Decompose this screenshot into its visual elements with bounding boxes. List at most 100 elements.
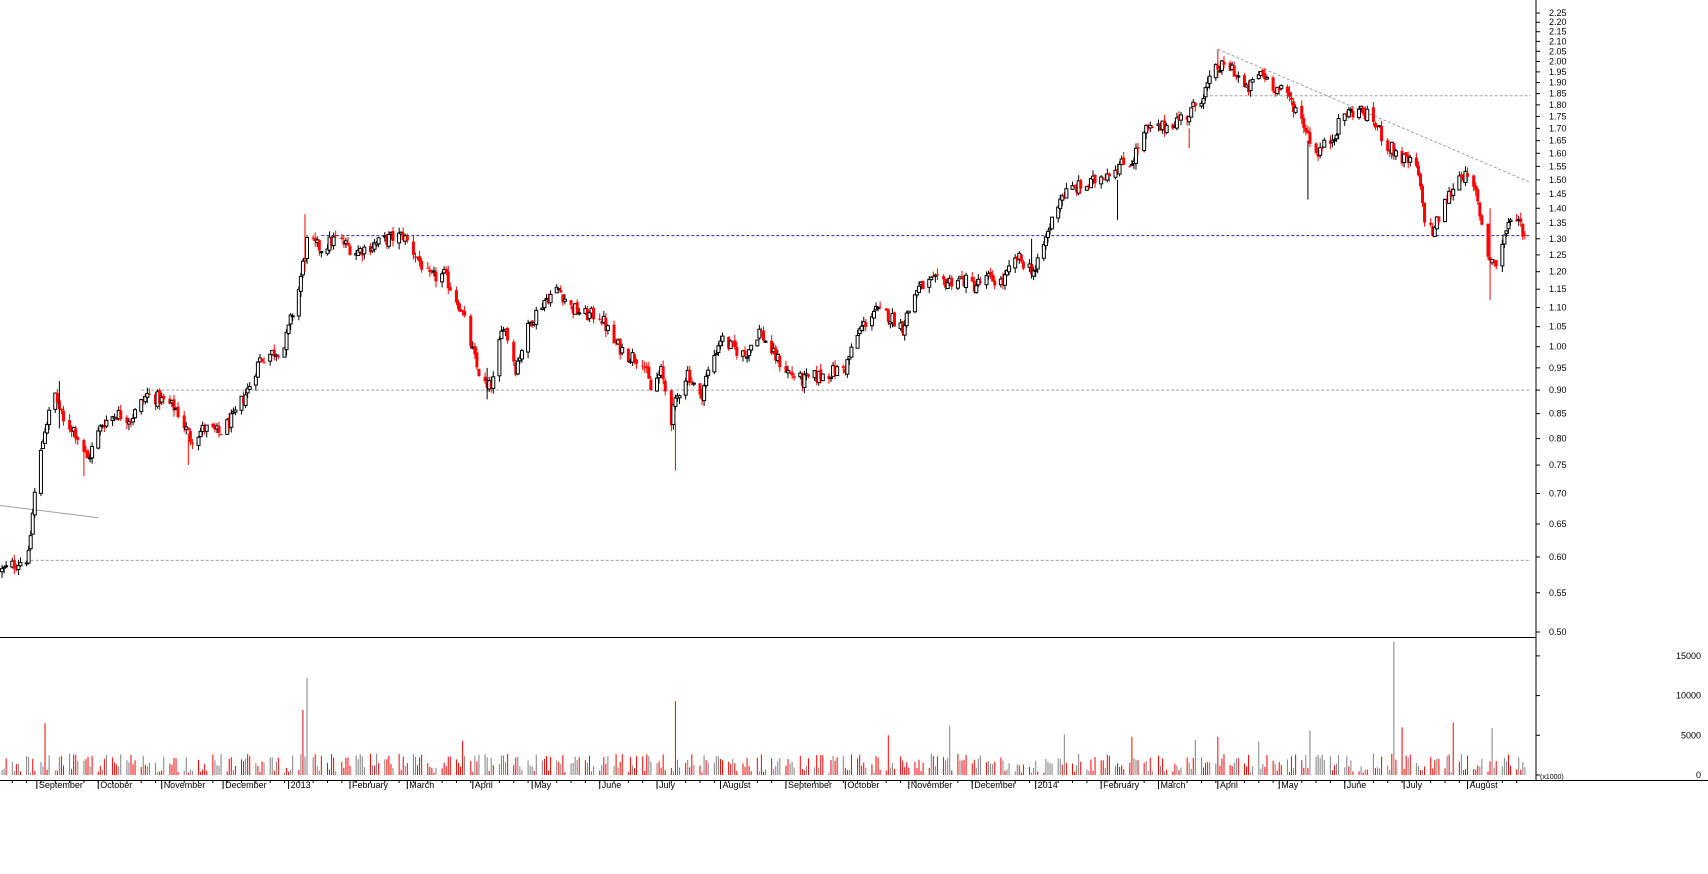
candle-body-up xyxy=(1264,76,1269,80)
candle-body-down xyxy=(1306,130,1310,134)
candle-body-up xyxy=(229,413,234,428)
candle-body-up xyxy=(1248,79,1253,92)
candle-body-up xyxy=(198,430,203,438)
month-label: October xyxy=(100,780,132,790)
candle-body-down xyxy=(1150,127,1154,129)
price-tick-label: 2.00 xyxy=(1549,56,1567,66)
candle-body-up xyxy=(655,377,660,392)
month-label: April xyxy=(475,780,493,790)
candle-body-up xyxy=(2,566,7,569)
candle-body-down xyxy=(1302,118,1306,128)
price-tick-label: 1.55 xyxy=(1549,161,1567,171)
candle-body-down xyxy=(1363,112,1367,120)
candle-body-up xyxy=(1443,198,1448,223)
candle-body-up xyxy=(343,240,348,244)
price-tick-label: 0.95 xyxy=(1549,363,1567,373)
candle-body-down xyxy=(188,431,192,443)
candle-body-up xyxy=(1058,198,1063,210)
candle-body-up xyxy=(372,242,377,250)
candle-body-down xyxy=(55,393,59,403)
candle-body-up xyxy=(243,394,248,406)
candle-body-down xyxy=(892,312,896,327)
candle-body-up xyxy=(677,395,682,399)
candle-body-up xyxy=(1506,222,1511,230)
candle-body-down xyxy=(792,376,796,378)
candle-body-down xyxy=(1480,215,1484,225)
candle-body-up xyxy=(1213,64,1218,79)
candle-body-up xyxy=(577,312,582,315)
candle-body-down xyxy=(1361,107,1365,114)
candle-body-down xyxy=(1461,175,1465,181)
candle-body-up xyxy=(1113,169,1118,178)
candle-body-down xyxy=(102,425,106,428)
price-tick-label: 1.25 xyxy=(1549,250,1567,260)
candle-body-down xyxy=(1122,157,1126,165)
candle-body-down xyxy=(227,417,231,429)
candle-body-up xyxy=(1142,132,1147,152)
candle-body-down xyxy=(633,354,637,362)
date-axis: September October November December 2013 Febr… xyxy=(11,780,1518,790)
candle-body-down xyxy=(242,397,246,404)
candle-body-down xyxy=(162,395,166,400)
candle-body-up xyxy=(1189,107,1194,118)
candle-body-up xyxy=(869,316,874,327)
month-label: May xyxy=(1281,780,1299,790)
candle-body-down xyxy=(843,368,847,373)
volume-bars xyxy=(1,641,1526,775)
candle-body-up xyxy=(1164,124,1169,134)
candles xyxy=(0,49,1527,578)
candle-body-down xyxy=(473,346,477,355)
candle-body-up xyxy=(671,404,676,426)
candle-body-down xyxy=(489,382,493,389)
candle-body-down xyxy=(1423,202,1427,223)
candle-body-down xyxy=(459,309,463,312)
month-label: March xyxy=(1160,780,1185,790)
candle-body-up xyxy=(499,330,504,340)
candle-body-up xyxy=(1031,270,1036,277)
candle-body-down xyxy=(1093,174,1097,184)
price-tick-label: 1.90 xyxy=(1549,78,1567,88)
candle-body-up xyxy=(605,325,610,331)
candle-body-down xyxy=(182,415,186,429)
candle-body-down xyxy=(385,234,389,245)
month-label: September xyxy=(39,780,83,790)
candle-body-up xyxy=(1207,75,1212,85)
candle-body-up xyxy=(1434,216,1439,230)
candle-body-down xyxy=(1388,149,1392,152)
candle-body-up xyxy=(1500,243,1505,267)
candle-body-up xyxy=(1013,257,1018,269)
candle-body-up xyxy=(548,293,553,304)
candle-body-up xyxy=(245,387,250,394)
candle-body-down xyxy=(158,390,162,405)
candle-body-up xyxy=(1365,108,1370,122)
candle-body-up xyxy=(4,565,9,568)
candle-body-up xyxy=(802,373,807,389)
candle-body-up xyxy=(704,375,709,387)
candle-body-up xyxy=(1117,163,1122,175)
candle-body-up xyxy=(133,409,138,419)
candle-body-down xyxy=(416,256,420,259)
candle-body-down xyxy=(401,232,405,241)
candle-body-down xyxy=(1371,107,1375,122)
candle-body-up xyxy=(28,535,33,550)
candle-body-up xyxy=(1336,117,1341,135)
candle-body-up xyxy=(104,419,109,427)
candle-body-up xyxy=(1084,186,1089,191)
candle-body-down xyxy=(778,355,782,368)
volume-tick-label: 15000 xyxy=(1676,651,1701,661)
candle-body-up xyxy=(1451,188,1456,196)
candle-body-up xyxy=(1502,234,1507,245)
candle-body-down xyxy=(1476,189,1480,202)
candle-body-down xyxy=(604,317,608,332)
candle-body-up xyxy=(362,246,367,255)
volume-axis: 15000 10000 5000 0 (x1000) xyxy=(1536,651,1701,781)
month-label: June xyxy=(1347,780,1367,790)
candle-body-up xyxy=(855,334,860,349)
candle-body-up xyxy=(255,361,260,378)
candle-body-down xyxy=(176,406,180,417)
candle-body-up xyxy=(397,232,402,244)
candle-body-up xyxy=(32,491,37,516)
candle-body-up xyxy=(30,512,35,535)
candle-body-up xyxy=(534,309,539,325)
